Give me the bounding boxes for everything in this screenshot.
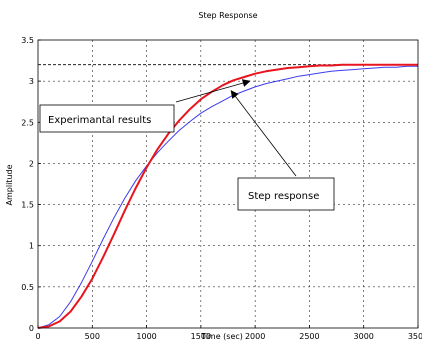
y-tick-label: 3 xyxy=(29,77,34,86)
series-line-step-response xyxy=(37,65,418,329)
x-tick-label: 1500 xyxy=(191,332,211,341)
y-tick-label: 0 xyxy=(29,324,34,333)
y-tick-label: 3.5 xyxy=(21,36,34,45)
annotation-experimental: Experimantal results xyxy=(39,79,251,133)
annotation-label-experimental: Experimantal results xyxy=(48,115,151,126)
series-group xyxy=(37,63,418,329)
x-tick-label: 2000 xyxy=(245,332,265,341)
y-tick-label: 1.5 xyxy=(21,201,34,210)
annotation-step: Step response xyxy=(230,90,335,211)
x-tick-label: 500 xyxy=(85,332,100,341)
x-axis-label: Time (sec) xyxy=(200,332,243,341)
annotation-box-experimental xyxy=(39,104,175,133)
axes-box xyxy=(37,39,419,329)
x-tick-label: 2500 xyxy=(299,332,319,341)
plot-area xyxy=(38,40,418,328)
y-tick-label: 2 xyxy=(29,159,34,168)
annotation-label-step: Step response xyxy=(248,191,319,202)
annotation-arrow-step xyxy=(230,90,297,177)
y-tick-label: 1 xyxy=(29,242,34,251)
x-tick-label: 0 xyxy=(35,332,40,341)
y-tick-label: 0.5 xyxy=(21,283,34,292)
series-line-experimental xyxy=(37,63,418,329)
chart-title: Step Response xyxy=(198,11,257,20)
y-tick-label: 2.5 xyxy=(21,118,34,127)
y-axis-label: Amplitude xyxy=(5,164,14,205)
annotation-box-step xyxy=(237,177,335,211)
x-tick-label: 3000 xyxy=(354,332,374,341)
x-tick-label: 1000 xyxy=(136,332,156,341)
y-tick-group: 0 0.5 1 1.5 2 2.5 3 3.5 xyxy=(21,36,41,333)
annotation-arrow-experimental xyxy=(175,79,251,103)
